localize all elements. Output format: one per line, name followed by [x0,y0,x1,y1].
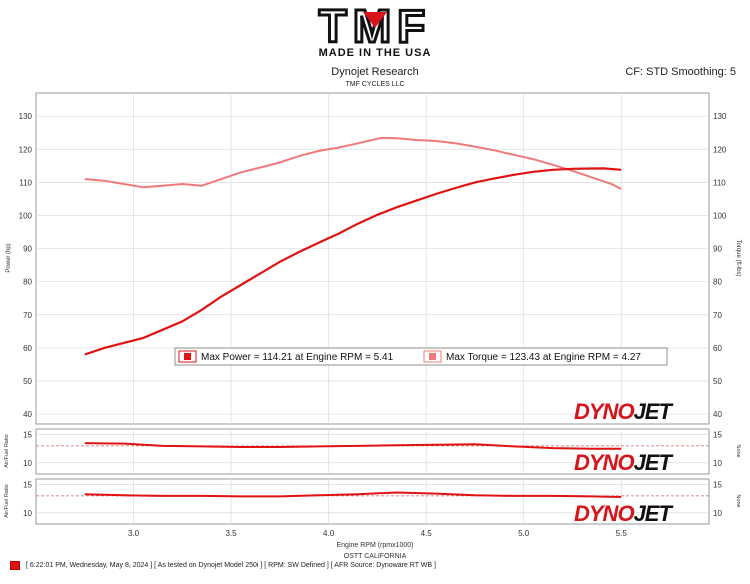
main-y-tick-label-left: 110 [19,178,32,187]
x-tick-label: 4.5 [421,529,433,538]
main-y-tick-label-right: 120 [713,145,727,154]
main-y-tick-label-right: 80 [713,278,722,287]
dynojet-watermark-afr-2: DYNOJET [574,501,673,526]
watermark-jet: JET [634,399,674,424]
torque-series-line [84,136,622,190]
x-axis-label: Engine RPM (rpmx1000) [336,542,413,549]
afr-plot-1-background [35,428,710,475]
main-y-tick-label-left: 70 [23,311,32,320]
main-y-tick-label-right: 110 [713,178,726,187]
afr-plot-1-series-line [84,442,622,450]
footer-bar: [ 6:22:01 PM, Wednesday, May 8, 2024 ] [… [10,561,436,570]
dynojet-watermark-main: DYNOJET [574,399,674,424]
afr-plot-2-tick-label-left: 15 [23,481,32,490]
main-gridlines [36,93,709,424]
main-y-tick-label-right: 40 [713,410,722,419]
afr-plot-2-series-line [84,491,622,498]
main-y-tick-label-right: 60 [713,344,722,353]
main-y-tick-labels-left: 40 50 60 70 80 90 100 110 120 130 [19,112,33,419]
x-tick-label: 5.5 [616,529,628,538]
afr-plot-1-gridlines [36,429,709,474]
afr-plot-1-y-label: Air/Fuel Ratio [4,434,10,467]
main-y-tick-label-left: 90 [23,245,32,254]
logo-brand: TMF [319,0,432,52]
x-tick-label: 3.0 [128,529,140,538]
main-y-tick-label-left: 120 [19,145,33,154]
afr-plot-1-tick-label-right: 15 [713,431,722,440]
x-tick-label: 3.5 [226,529,238,538]
x-tick-label: 4.0 [323,529,335,538]
x-tick-labels: 3.0 3.5 4.0 4.5 5.0 5.5 [128,529,627,538]
x-tick-label: 5.0 [518,529,530,538]
footer-run-info: [ 6:22:01 PM, Wednesday, May 8, 2024 ] [… [26,562,436,569]
main-y-tick-label-right: 50 [713,377,722,386]
afr-plot-1-tick-labels: 10 10 15 15 [23,431,722,468]
afr-plot-2: 10 10 15 15 Air/Fuel Ratio None DYNOJET [4,478,741,526]
main-y-tick-label-left: 40 [23,410,32,419]
main-y-tick-label-left: 100 [19,211,33,220]
afr-plot-2-tick-label-right: 10 [713,509,722,518]
logo-red-triangle [363,12,387,28]
left-y-axis-label: Power (hp) [6,243,12,272]
main-y-tick-label-left: 130 [19,112,33,121]
power-series-line [84,167,622,356]
legend-torque-swatch-fill [429,353,436,360]
main-plot: 40 50 60 70 80 90 100 110 120 130 40 50 60 70 80 90 100… [6,92,741,425]
afr-plot-2-background [35,478,710,525]
afr-plot-2-gridlines [36,479,709,524]
afr-plot-1: 10 10 15 15 Air/Fuel Ratio None DYNOJET [4,428,741,475]
afr-plot-1-right-label: None [735,444,741,457]
header-settings: CF: STD Smoothing: 5 [625,66,736,78]
main-y-tick-label-right: 130 [713,112,727,121]
afr-plot-2-y-label: Air/Fuel Ratio [4,484,10,517]
main-y-tick-label-left: 50 [23,377,32,386]
tmf-logo: TMF MADE IN THE USA [317,0,432,59]
legend-box [174,347,668,366]
location-label: OSTT CALIFORNIA [344,553,407,560]
legend-power-swatch-fill [184,353,191,360]
right-y-axis-label: Torque (ft-lbs) [735,239,741,276]
main-y-tick-label-right: 70 [713,311,722,320]
main-y-tick-label-right: 100 [713,211,727,220]
header-title: Dynojet Research [331,66,418,78]
main-y-tick-label-left: 80 [23,278,32,287]
afr-plot-2-tick-label-left: 10 [23,509,32,518]
footer-run-marker[interactable] [10,561,20,570]
watermark-dyno: DYNO [574,399,634,424]
legend-torque-label: Max Torque = 123.43 at Engine RPM = 4.27 [446,352,641,363]
logo-tagline: MADE IN THE USA [319,47,432,59]
legend: Max Power = 114.21 at Engine RPM = 5.41 … [174,347,668,366]
legend-power-label: Max Power = 114.21 at Engine RPM = 5.41 [201,352,394,363]
afr-plot-1-tick-label-left: 15 [23,431,32,440]
main-y-tick-labels-right: 40 50 60 70 80 90 100 110 120 130 [713,112,727,419]
afr-plot-1-tick-label-right: 10 [713,459,722,468]
afr-plot-1-tick-label-left: 10 [23,459,32,468]
svg-text:DYNOJET: DYNOJET [574,399,673,424]
main-y-tick-label-right: 90 [713,245,722,254]
afr-plot-2-tick-label-right: 15 [713,481,722,490]
main-y-tick-label-left: 60 [23,344,32,353]
afr-plot-2-tick-labels: 10 10 15 15 [23,481,722,518]
main-plot-background [35,92,710,425]
afr-plot-2-right-label: None [735,494,741,507]
dynojet-watermark-afr-1: DYNOJET [574,450,673,475]
header-subtitle: TMF CYCLES LLC [345,81,404,88]
